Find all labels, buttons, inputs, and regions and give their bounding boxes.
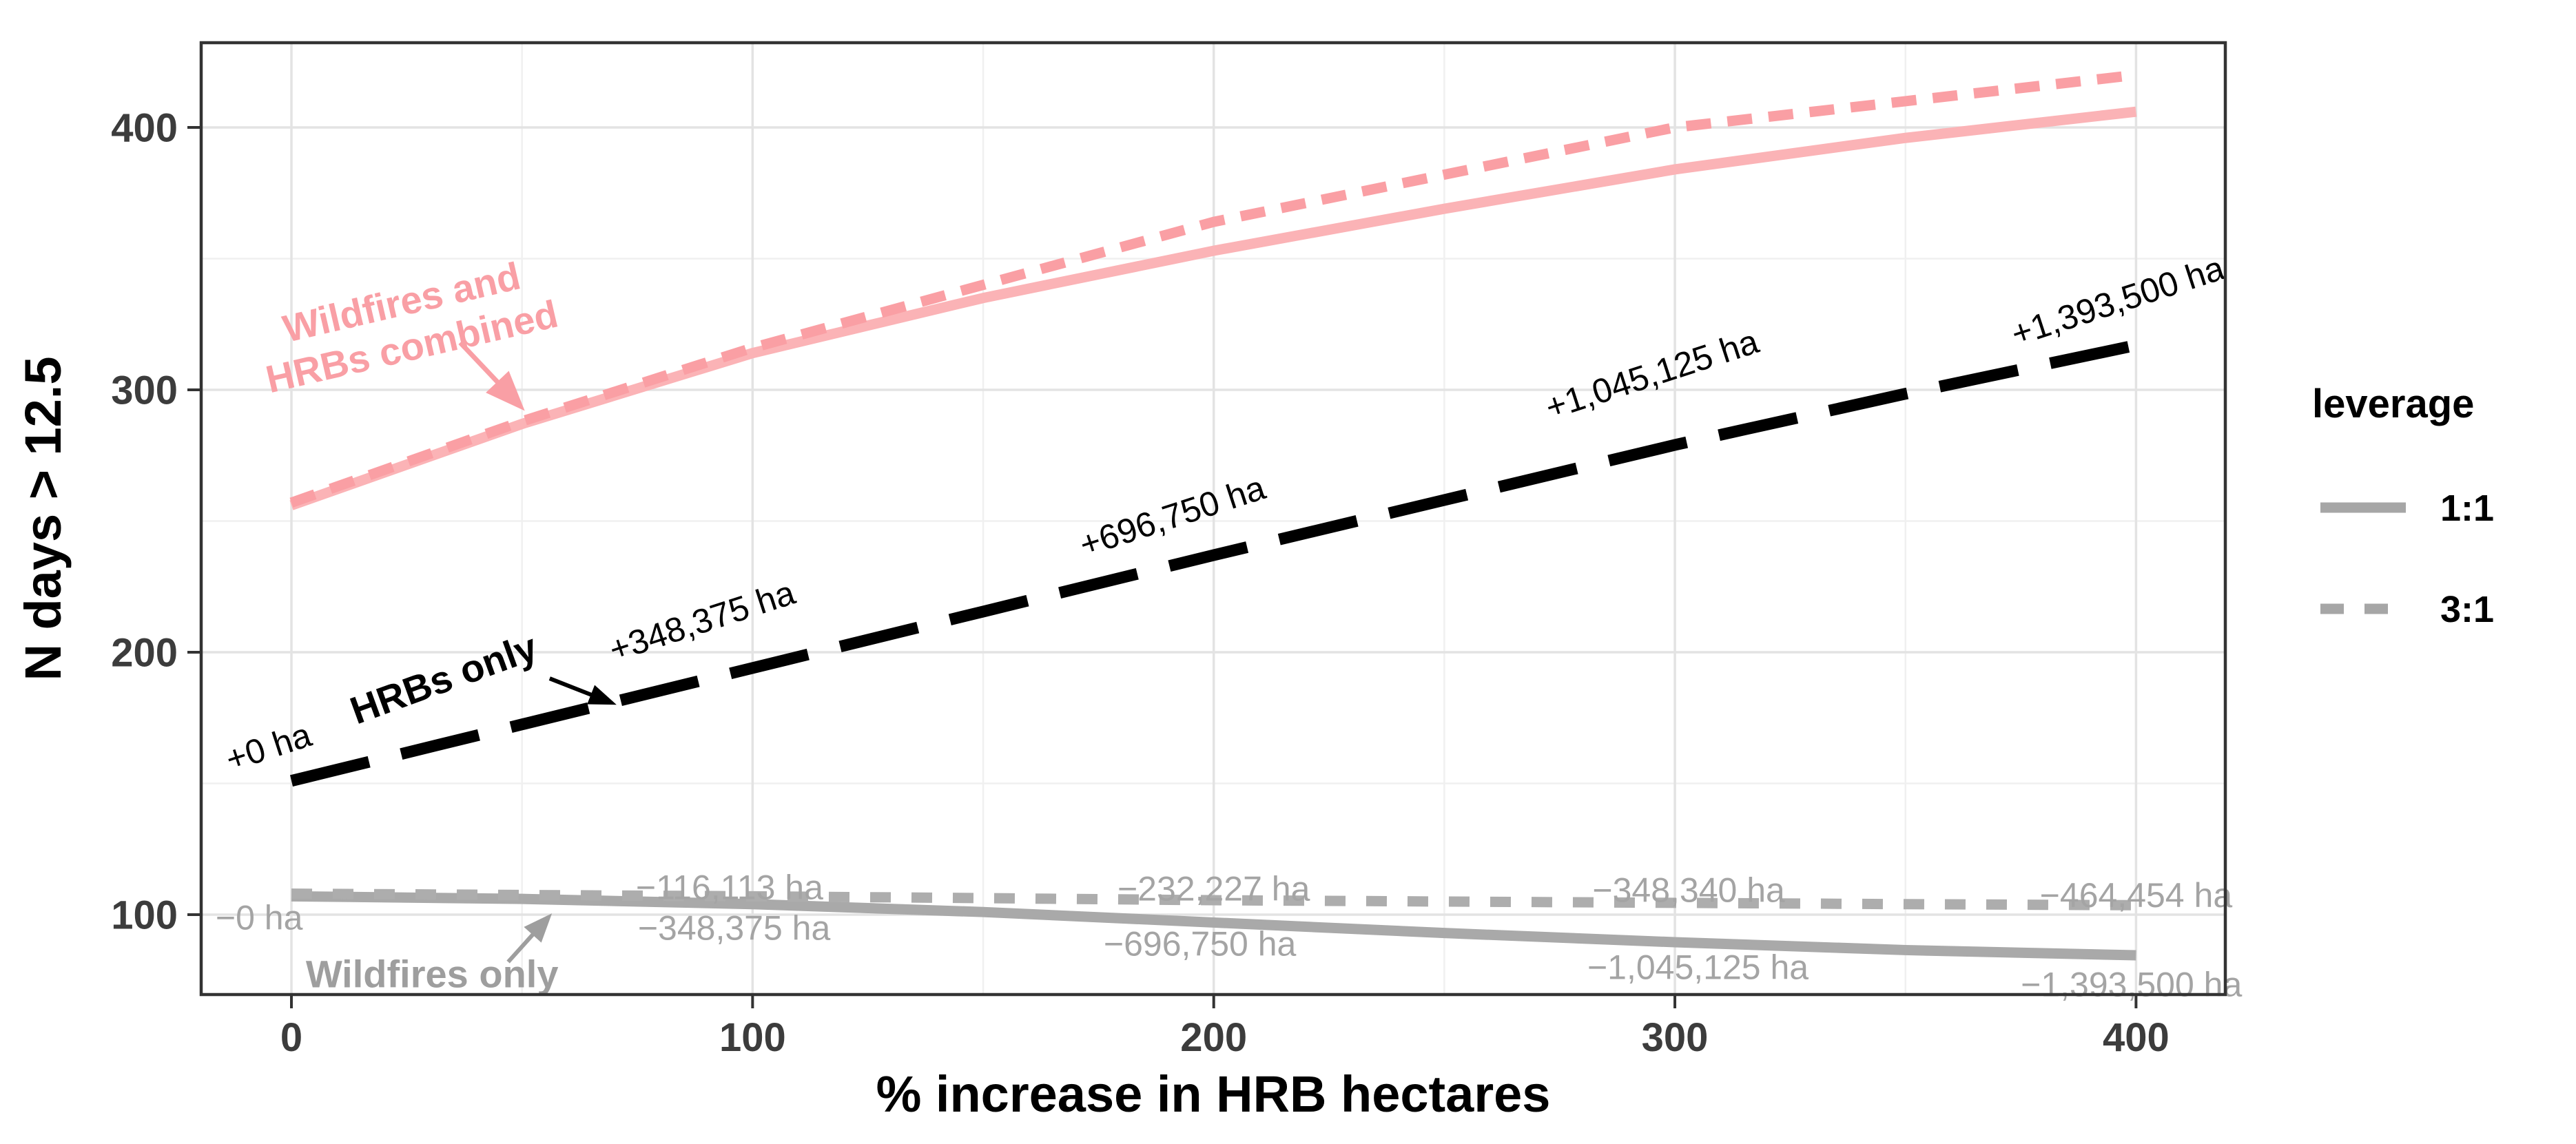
wildfires-label-arrow-shaft [506, 929, 538, 964]
x-axis-title: % increase in HRB hectares [876, 1065, 1551, 1123]
point-label: −232,227 ha [1117, 869, 1310, 908]
combined-label-arrow-head [486, 371, 525, 411]
legend-label-3-1: 3:1 [2440, 589, 2494, 630]
y-tick-label: 400 [111, 105, 178, 150]
x-tick-label: 100 [719, 1015, 786, 1060]
x-tick-label: 200 [1180, 1015, 1247, 1060]
series-line-combined-3-1 [289, 70, 2137, 508]
legend-label-1-1: 1:1 [2440, 488, 2494, 529]
point-label: −0 ha [216, 898, 303, 937]
point-label: −116,113 ha [636, 868, 823, 906]
y-tick-label: 200 [111, 630, 178, 675]
y-tick-label: 100 [111, 893, 178, 937]
series-line-wildfires-1-1 [291, 891, 2136, 961]
point-label: −696,750 ha [1104, 924, 1297, 963]
panel-border [199, 41, 2227, 997]
point-label: −1,393,500 ha [2021, 965, 2242, 1003]
series-line-wildfires-3-1 [291, 888, 2136, 911]
wildfires-label-arrow-head [524, 913, 553, 943]
x-tick-label: 300 [1642, 1015, 1709, 1060]
wildfires-label: Wildfires only [306, 952, 559, 995]
series-line-hrbs [289, 339, 2138, 787]
legend-title: leverage [2312, 382, 2474, 426]
x-tick-label: 0 [280, 1015, 302, 1060]
y-axis-title: N days > 12.5 [14, 356, 72, 680]
hrbs-label-arrow-head [587, 685, 617, 705]
point-label: −464,454 ha [2040, 876, 2233, 915]
y-tick-label: 300 [111, 368, 178, 413]
point-label: −348,375 ha [638, 909, 831, 948]
x-tick-label: 400 [2103, 1015, 2170, 1060]
combined-label-arrow-shaft [458, 341, 505, 390]
point-label: −348,340 ha [1592, 871, 1785, 909]
hrbs-label-arrow-shaft [548, 676, 597, 699]
point-label: −1,045,125 ha [1587, 948, 1809, 987]
series-line-combined-1-1 [289, 106, 2137, 510]
